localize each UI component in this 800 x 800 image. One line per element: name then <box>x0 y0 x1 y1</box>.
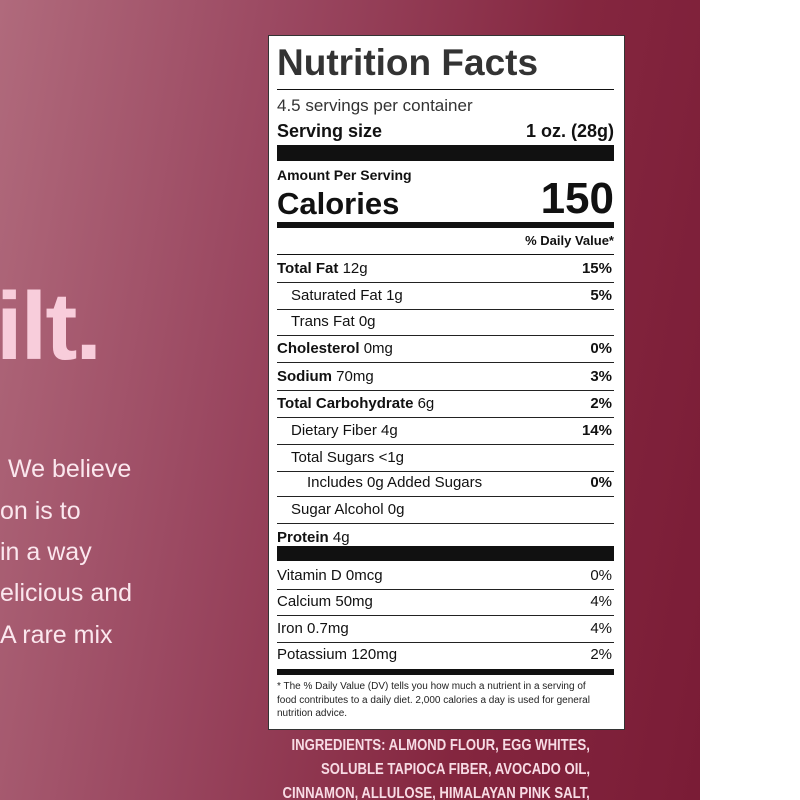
nutrient-row: Sodium 70mg 3% <box>277 364 614 391</box>
logo: ilt. <box>0 273 102 380</box>
nutrient-row: Total Sugars <1g <box>277 445 614 472</box>
daily-value: 5% <box>590 287 612 304</box>
daily-value: 0% <box>590 567 612 584</box>
ingredients-line: CINNAMON, ALLULOSE, HIMALAYAN PINK SALT, <box>282 785 590 800</box>
vitamin-row: Vitamin D 0mcg 0% <box>277 563 614 590</box>
rule <box>277 89 614 90</box>
nutrient-row: Sugar Alcohol 0g <box>277 497 614 524</box>
copy-line: A rare mix <box>0 621 113 649</box>
nutrient-row: Dietary Fiber 4g 14% <box>277 418 614 445</box>
nutrient-name: Total Fat <box>277 260 339 277</box>
medium-rule <box>277 222 614 228</box>
daily-value: 4% <box>590 620 612 637</box>
vitamin-amount: 120mg <box>351 646 398 663</box>
ingredients-line: SOLUBLE TAPIOCA FIBER, AVOCADO OIL, <box>321 761 590 778</box>
nutrient-row: Cholesterol 0mg 0% <box>277 336 614 363</box>
vitamin-name: Potassium <box>277 646 348 663</box>
nutrient-row: Includes 0g Added Sugars 0% <box>277 470 614 497</box>
nutrient-name: Dietary Fiber <box>291 422 377 439</box>
nutrient-amount: 4g <box>332 529 350 546</box>
copy-line: elicious and <box>0 579 133 607</box>
nutrient-name: Saturated Fat <box>291 287 382 304</box>
vitamin-amount: 50mg <box>335 593 373 610</box>
nutrient-row: Protein 4g <box>277 525 614 551</box>
daily-value: 4% <box>590 593 612 610</box>
thick-rule <box>277 546 614 561</box>
daily-value-header: % Daily Value* <box>525 233 614 248</box>
thick-rule <box>277 145 614 161</box>
nutrient-row: Total Carbohydrate 6g 2% <box>277 391 614 418</box>
daily-value: 3% <box>590 368 612 385</box>
vitamin-name: Vitamin D <box>277 567 342 584</box>
daily-value: 2% <box>590 395 612 412</box>
nutrient-name: Includes 0g Added Sugars <box>307 474 483 491</box>
copy-line: in a way <box>0 538 92 566</box>
nutrient-name: Sodium <box>277 368 332 385</box>
nutrient-amount: 4g <box>381 422 398 439</box>
nutrient-amount: 70mg <box>336 368 374 385</box>
serving-size-value: 1 oz. (28g) <box>525 121 614 141</box>
calories-value: 150 <box>540 174 614 223</box>
nutrient-amount: 0g <box>358 313 376 330</box>
vitamin-row: Iron 0.7mg 4% <box>277 616 614 643</box>
nutrient-name: Cholesterol <box>277 340 360 357</box>
nutrient-name: Total Sugars <box>291 449 375 466</box>
nutrient-row: Trans Fat 0g <box>277 309 614 336</box>
nutrient-name: Protein <box>277 529 329 546</box>
nutrient-row: Total Fat 12g 15% <box>277 256 614 283</box>
calories-label: Calories <box>277 186 400 221</box>
nutrient-row: Saturated Fat 1g 5% <box>277 283 614 310</box>
medium-rule <box>277 669 614 675</box>
ingredients-line: INGREDIENTS: ALMOND FLOUR, EGG WHITES, <box>291 737 590 754</box>
vitamin-amount: 0.7mg <box>307 620 349 637</box>
nutrient-name: Sugar Alcohol <box>291 501 384 518</box>
daily-value: 0% <box>590 340 612 357</box>
copy-line: We believe <box>8 455 132 483</box>
vitamin-name: Calcium <box>277 593 332 610</box>
nutrient-name: Trans Fat <box>291 313 355 330</box>
nutrient-amount: <1g <box>378 449 405 466</box>
amount-per-serving: Amount Per Serving <box>277 167 412 183</box>
rule <box>277 254 614 255</box>
nutrient-name: Total Carbohydrate <box>277 395 414 412</box>
servings: 4.5 servings per container <box>277 96 473 115</box>
daily-value: 14% <box>581 422 612 439</box>
nutrient-amount: 6g <box>417 395 435 412</box>
daily-value: 2% <box>590 646 612 663</box>
daily-value: 15% <box>581 260 612 277</box>
nutrient-amount: 12g <box>342 260 368 277</box>
vitamin-amount: 0mcg <box>345 567 383 584</box>
vitamin-row: Potassium 120mg 2% <box>277 642 614 668</box>
label-title: Nutrition Facts <box>277 42 539 83</box>
nutrient-amount: 0mg <box>363 340 393 357</box>
nutrient-amount: 1g <box>386 287 403 304</box>
footnote: * The % Daily Value (DV) tells you how m… <box>277 681 590 719</box>
vitamin-row: Calcium 50mg 4% <box>277 589 614 616</box>
daily-value: 0% <box>590 474 612 491</box>
copy-line: on is to <box>0 497 81 525</box>
serving-size-label: Serving size <box>277 121 383 141</box>
nutrition-label: Nutrition Facts 4.5 servings per contain… <box>268 35 625 730</box>
nutrient-amount: 0g <box>387 501 405 518</box>
vitamin-name: Iron <box>277 620 303 637</box>
